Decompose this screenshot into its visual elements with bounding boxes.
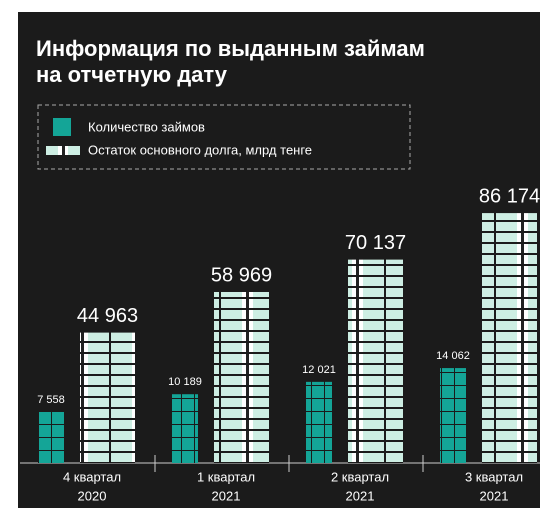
- x-tick-label: 2 квартал: [331, 469, 389, 484]
- value-label: 12 021: [302, 364, 336, 376]
- count-bar: [38, 412, 64, 463]
- value-label: 44 963: [77, 305, 138, 327]
- x-tick-label: 4 квартал: [63, 469, 121, 484]
- value-label: 14 062: [436, 350, 470, 362]
- value-label: 86 174: [479, 185, 540, 207]
- debt-bar: [80, 333, 135, 463]
- x-tick-label: 2021: [346, 488, 375, 503]
- value-label: 7 558: [37, 394, 65, 406]
- legend-swatch: [53, 118, 71, 136]
- x-tick-label: 2021: [480, 488, 509, 503]
- chart: Информация по выданным займам на отчетну…: [0, 0, 554, 516]
- legend-label: Количество займов: [88, 119, 205, 134]
- value-label: 10 189: [168, 376, 202, 388]
- count-bar: [172, 394, 198, 463]
- legend-swatch: [46, 146, 80, 155]
- count-bar: [440, 368, 466, 463]
- debt-bar: [348, 260, 403, 463]
- count-bar: [306, 382, 332, 463]
- x-tick-label: 2020: [78, 488, 107, 503]
- debt-bar: [214, 292, 269, 463]
- value-label: 58 969: [211, 264, 272, 286]
- value-label: 70 137: [345, 232, 406, 254]
- chart-title: на отчетную дату: [36, 62, 228, 87]
- legend-label: Остаток основного долга, млрд тенге: [88, 142, 312, 157]
- x-tick-label: 1 квартал: [197, 469, 255, 484]
- chart-title: Информация по выданным займам: [36, 36, 425, 61]
- x-tick-label: 2021: [212, 488, 241, 503]
- x-tick-label: 3 квартал: [465, 469, 523, 484]
- debt-bar: [482, 213, 537, 463]
